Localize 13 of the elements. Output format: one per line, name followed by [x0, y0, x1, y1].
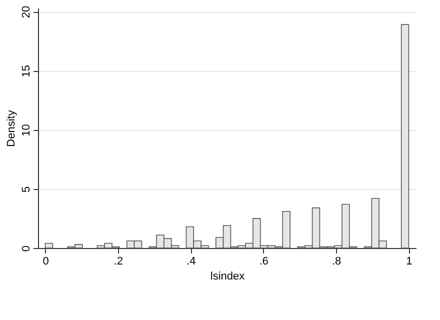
y-tick-label: 15	[20, 65, 32, 78]
x-tick-label: 0	[42, 256, 49, 268]
y-axis-title: Density	[6, 110, 18, 147]
y-tick-label: 0	[20, 245, 32, 252]
x-tick-label: .4	[186, 256, 196, 268]
x-tick-label: .8	[332, 256, 342, 268]
y-tick-label: 5	[20, 186, 32, 192]
x-tick-label: .6	[259, 256, 268, 268]
x-tick-label: .2	[114, 256, 124, 268]
y-tick-label: 10	[20, 124, 32, 136]
x-tick-label: 1	[406, 256, 412, 268]
y-tick-label: 20	[20, 6, 32, 18]
x-axis-title: lsindex	[210, 270, 246, 282]
